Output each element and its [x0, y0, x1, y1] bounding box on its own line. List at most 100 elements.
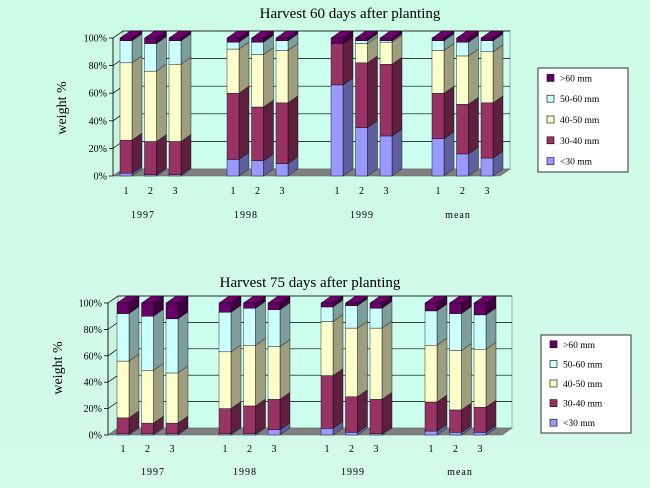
bar-side-face — [263, 99, 274, 162]
y-tick-label: 40% — [89, 116, 107, 127]
bar-1997-1-5060mm — [116, 306, 140, 362]
bar-1998-1-4050mm — [226, 41, 250, 94]
y-tick-label: 100% — [79, 299, 102, 310]
x-tick-label: 1 — [335, 186, 340, 197]
bar-side-face — [156, 63, 167, 142]
bar-side-face — [177, 365, 189, 424]
bar-mean-2-4050mm — [448, 343, 473, 411]
legend: >60 mm 50-60 mm 40-50 mm 30-40 mm <30 mm — [537, 67, 629, 173]
bar-front-face — [449, 409, 462, 433]
bar-side-face — [153, 362, 164, 424]
x-tick-label: 1 — [429, 444, 434, 455]
bar-front-face — [251, 41, 264, 55]
bar-front-face — [144, 174, 157, 177]
x-tick-label: 3 — [478, 444, 483, 455]
bar-front-face — [330, 37, 344, 44]
bar-front-face — [355, 62, 368, 128]
bar-front-face — [141, 370, 154, 424]
bar-front-face — [165, 422, 179, 434]
bar-1997-1-60mm — [116, 295, 140, 314]
bar-front-face — [144, 37, 157, 44]
legend-swatch — [546, 94, 555, 103]
bar-front-face — [424, 302, 438, 312]
bar-front-face — [116, 360, 130, 419]
bar-side-face — [367, 120, 378, 177]
legend-label: 50-60 mm — [560, 95, 600, 105]
bar-front-face — [431, 138, 445, 177]
bar-1998-1-60mm — [218, 295, 242, 313]
bar-front-face — [320, 321, 334, 376]
bar-1999-2-3040mm — [344, 389, 369, 433]
legend-label: 50-60 mm — [563, 360, 603, 370]
legend-label: 30-40 mm — [563, 400, 603, 410]
legend: >60 mm 50-60 mm 40-50 mm 30-40 mm <30 mm — [540, 334, 632, 434]
x-tick-label: 2 — [255, 186, 260, 197]
bar-1999-3-60mm — [369, 295, 393, 309]
bar-1999-2-30mm — [354, 120, 379, 177]
bar-1997-3-4050mm — [165, 365, 189, 424]
y-tick-label: 0% — [89, 431, 102, 442]
bar-front-face — [141, 316, 154, 371]
bar-1998-2-4050mm — [242, 337, 267, 407]
bar-mean-3-3040mm — [480, 95, 504, 159]
bar-1997-1-60mm — [119, 30, 143, 42]
bar-front-face — [424, 345, 438, 403]
group-label: 1998 — [233, 467, 257, 478]
y-tick-label: 80% — [89, 61, 107, 72]
bar-front-face — [168, 141, 182, 175]
bar-front-face — [355, 40, 368, 44]
bar-side-face — [342, 36, 354, 86]
bar-front-face — [165, 372, 179, 424]
bar-side-face — [485, 341, 497, 408]
x-tick-label: 1 — [231, 186, 236, 197]
bar-front-face — [251, 106, 264, 162]
x-tick-label: 1 — [436, 186, 441, 197]
bar-front-face — [226, 37, 240, 43]
bar-front-face — [345, 327, 358, 397]
bar-front-face — [267, 399, 281, 430]
bar-side-face — [357, 320, 368, 398]
bar-front-face — [449, 350, 462, 411]
bar-1999-2-4050mm — [344, 320, 369, 398]
bar-front-face — [379, 40, 393, 43]
chart-2: Harvest 75 days after planting 0% 20% 40% 60… — [51, 275, 632, 478]
bar-1997-3-60mm — [165, 295, 189, 320]
bar-side-face — [443, 43, 455, 94]
group-label: mean — [447, 467, 473, 478]
y-tick-label: 60% — [89, 89, 107, 100]
bar-mean-1-4050mm — [424, 337, 448, 403]
bar-front-face — [165, 318, 179, 374]
bar-side-face — [255, 300, 266, 346]
bar-front-face — [320, 306, 334, 322]
bar-1998-1-3040mm — [226, 85, 250, 160]
bar-front-face — [355, 127, 368, 177]
bar-1999-1-3040mm — [330, 36, 354, 86]
bar-front-face — [251, 160, 264, 177]
x-tick-label: 2 — [453, 444, 458, 455]
bar-side-face — [461, 343, 472, 411]
bar-front-face — [379, 37, 393, 41]
x-tick-label: 1 — [124, 186, 129, 197]
y-axis-label: weight % — [55, 81, 70, 135]
bar-front-face — [345, 305, 358, 329]
bar-mean-3-4050mm — [480, 44, 504, 104]
bar-front-face — [243, 308, 256, 346]
legend-label: >60 mm — [560, 74, 593, 84]
bar-front-face — [243, 345, 256, 407]
bar-1998-3-4050mm — [267, 339, 291, 400]
legend-label: <30 mm — [563, 419, 596, 429]
bar-side-face — [128, 353, 140, 419]
bar-front-face — [116, 313, 130, 362]
bar-front-face — [226, 48, 240, 94]
bar-side-face — [332, 314, 344, 376]
group-label: 1998 — [234, 210, 258, 221]
x-tick-label: 2 — [460, 186, 465, 197]
legend-swatch — [549, 418, 558, 427]
legend-label: >60 mm — [563, 341, 596, 351]
bar-front-face — [251, 54, 264, 108]
legend-swatch — [546, 157, 555, 165]
bar-front-face — [320, 302, 334, 308]
bar-front-face — [480, 37, 494, 41]
legend-swatch — [546, 115, 555, 124]
legend-swatch — [546, 136, 555, 145]
